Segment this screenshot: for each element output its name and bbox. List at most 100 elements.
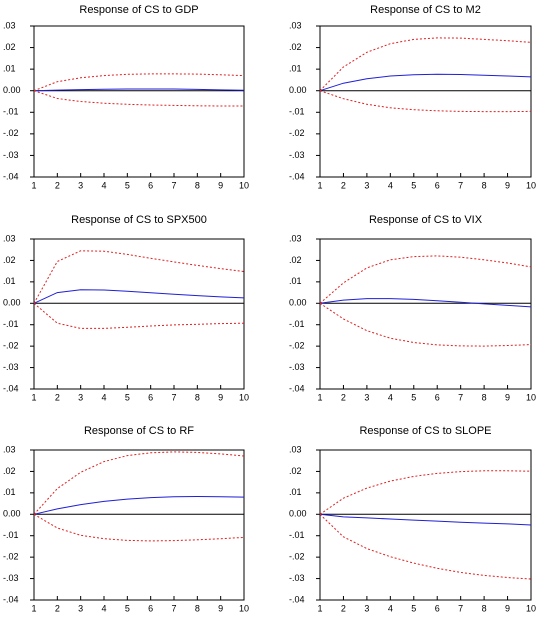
y-tick-label: .01 <box>3 487 16 497</box>
response-line <box>319 513 532 526</box>
x-tick-label: 10 <box>526 392 536 402</box>
y-tick-label: -.01 <box>289 530 305 540</box>
x-tick-label: 9 <box>218 603 223 613</box>
upper-band-line <box>319 37 532 92</box>
x-tick-label: 6 <box>435 180 440 190</box>
y-tick-label: -.04 <box>3 383 19 393</box>
x-tick-label: 3 <box>364 603 369 613</box>
lower-band-line <box>33 513 245 542</box>
x-tick-label: 6 <box>435 392 440 402</box>
x-tick-label: 7 <box>458 603 463 613</box>
x-tick-label: 3 <box>78 603 83 613</box>
x-tick-label: 7 <box>171 392 176 402</box>
x-tick-label: 2 <box>341 180 346 190</box>
y-tick-label: .01 <box>3 276 16 286</box>
x-tick-label: 9 <box>505 180 510 190</box>
y-tick-label: -.04 <box>289 171 305 181</box>
x-tick-label: 8 <box>482 603 487 613</box>
x-tick-label: 1 <box>31 392 36 402</box>
chart-panel: Response of CS to SPX500 .03 .02 .01 0.00 -.0… <box>3 214 249 402</box>
y-tick-label: .03 <box>3 444 16 454</box>
y-tick-label: -.02 <box>3 552 19 562</box>
chart-title: Response of CS to VIX <box>369 214 483 226</box>
y-tick-label: .03 <box>289 20 302 30</box>
x-tick-label: 8 <box>195 392 200 402</box>
lower-band-line <box>319 302 532 347</box>
y-tick-label: .01 <box>289 276 302 286</box>
y-tick-label: -.04 <box>289 594 305 604</box>
x-tick-label: 7 <box>171 180 176 190</box>
y-tick-label: -.01 <box>289 107 305 117</box>
x-tick-label: 5 <box>125 392 130 402</box>
x-tick-label: 7 <box>458 180 463 190</box>
plot-frame <box>33 238 245 390</box>
x-tick-label: 10 <box>526 180 536 190</box>
chart-panel: Response of CS to M2 .03 .02 .01 0.00 -.01 -.0… <box>289 4 536 190</box>
y-tick-label: -.02 <box>289 128 305 138</box>
x-tick-label: 1 <box>317 392 322 402</box>
response-line <box>33 495 245 515</box>
x-tick-label: 4 <box>101 180 106 190</box>
y-tick-label: .02 <box>289 255 302 265</box>
x-tick-label: 5 <box>125 180 130 190</box>
x-tick-label: 1 <box>317 603 322 613</box>
y-tick-label: -.02 <box>3 341 19 351</box>
y-tick-label: -.01 <box>289 319 305 329</box>
upper-band-line <box>33 250 245 304</box>
y-tick-label: -.01 <box>3 530 19 540</box>
upper-band-line <box>319 470 532 515</box>
y-tick-label: 0.00 <box>3 298 21 308</box>
y-tick-label: 0.00 <box>289 85 307 95</box>
x-tick-label: 3 <box>364 180 369 190</box>
upper-band-line <box>33 73 245 92</box>
upper-band-line <box>33 451 245 515</box>
y-tick-label: 0.00 <box>289 298 307 308</box>
chart-panel: Response of CS to GDP .03 .02 .01 0.00 -.01 -.… <box>3 4 249 190</box>
lower-band-line <box>33 90 244 107</box>
x-tick-label: 5 <box>411 180 416 190</box>
y-tick-label: -.03 <box>289 362 305 372</box>
plot-frame <box>319 449 532 601</box>
x-tick-label: 9 <box>218 180 223 190</box>
x-tick-label: 3 <box>78 180 83 190</box>
x-tick-label: 5 <box>411 392 416 402</box>
plot-frame <box>319 25 532 178</box>
chart-title: Response of CS to SPX500 <box>71 214 207 226</box>
y-tick-label: .03 <box>3 233 16 243</box>
x-tick-label: 6 <box>148 603 153 613</box>
y-tick-label: .01 <box>289 64 302 74</box>
x-tick-label: 10 <box>239 392 249 402</box>
y-tick-label: 0.00 <box>3 85 21 95</box>
y-tick-label: -.01 <box>3 107 19 117</box>
plot-frame <box>33 449 245 601</box>
y-tick-label: .03 <box>3 20 16 30</box>
x-tick-label: 10 <box>239 603 249 613</box>
chart-title: Response of CS to GDP <box>79 4 198 16</box>
chart-title: Response of CS to SLOPE <box>359 425 491 437</box>
x-tick-label: 8 <box>482 180 487 190</box>
lower-band-line <box>319 513 532 580</box>
y-tick-label: .01 <box>289 487 302 497</box>
chart-panel: Response of CS to VIX .03 .02 .01 0.00 -.01 -.… <box>289 214 536 402</box>
x-tick-label: 9 <box>218 392 223 402</box>
x-tick-label: 7 <box>171 603 176 613</box>
plot-frame <box>33 25 245 178</box>
x-tick-label: 9 <box>505 392 510 402</box>
chart-panel: Response of CS to SLOPE .03 .02 .01 0.00 -.01… <box>289 425 536 613</box>
x-tick-label: 6 <box>148 180 153 190</box>
x-tick-label: 6 <box>435 603 440 613</box>
x-tick-label: 4 <box>101 603 106 613</box>
y-tick-label: -.01 <box>3 319 19 329</box>
lower-band-line <box>33 302 245 329</box>
y-tick-label: -.03 <box>289 150 305 160</box>
x-tick-label: 8 <box>195 180 200 190</box>
chart-title: Response of CS to RF <box>84 425 194 437</box>
x-tick-label: 2 <box>341 392 346 402</box>
y-tick-label: -.02 <box>3 128 19 138</box>
x-tick-label: 9 <box>505 603 510 613</box>
y-tick-label: -.04 <box>289 383 305 393</box>
x-tick-label: 2 <box>341 603 346 613</box>
y-tick-label: -.04 <box>3 594 19 604</box>
x-tick-label: 6 <box>148 392 153 402</box>
